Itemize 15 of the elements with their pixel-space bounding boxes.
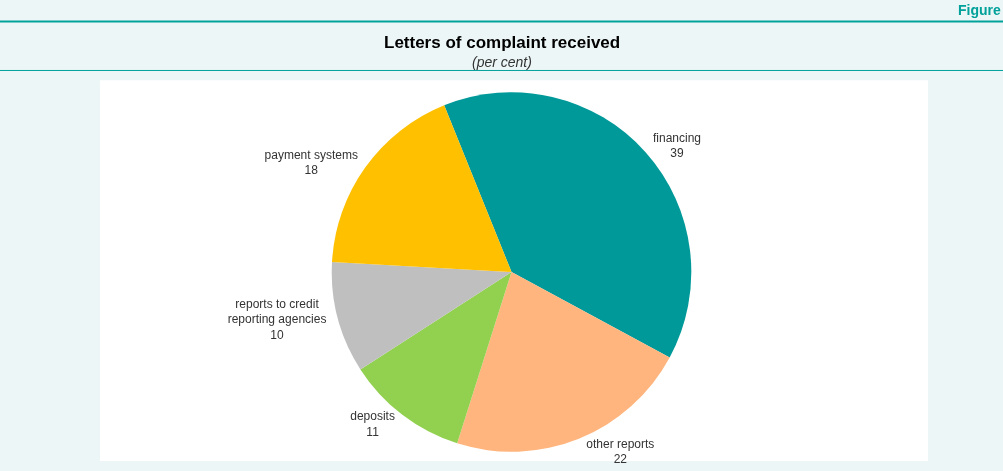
chart-subtitle: (per cent) xyxy=(472,54,532,70)
pie-slice xyxy=(332,261,512,370)
slice-label: other reports xyxy=(586,436,655,451)
data-label: 22 xyxy=(613,452,628,467)
data-label: 11 xyxy=(366,424,380,439)
slice-label: payment systems xyxy=(264,147,358,162)
slice-label: financing xyxy=(652,130,702,145)
pie-slice xyxy=(457,271,670,452)
data-label: 39 xyxy=(670,146,684,161)
slice-label: deposits xyxy=(350,409,395,424)
data-label: 18 xyxy=(304,163,319,178)
data-label: 10 xyxy=(270,327,285,342)
slice-label: reports to credit reporting agencies xyxy=(227,296,327,327)
text: Figure xyxy=(958,2,1001,18)
chart-title: Letters of complaint received xyxy=(384,33,621,52)
